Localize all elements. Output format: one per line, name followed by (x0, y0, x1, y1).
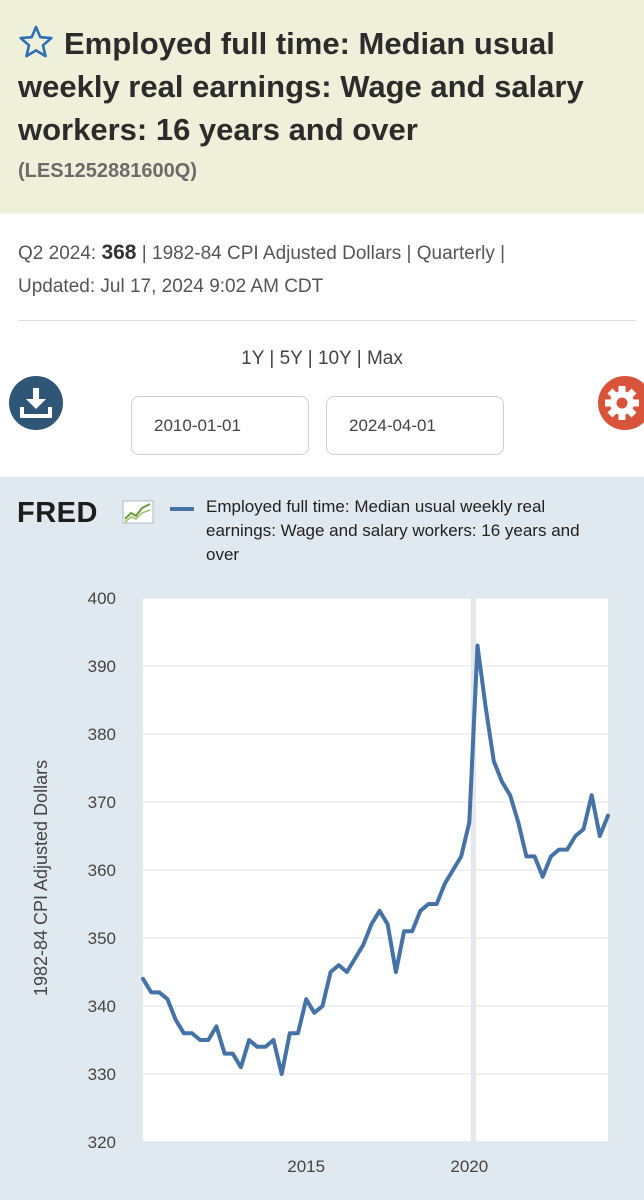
range-max[interactable]: Max (366, 348, 403, 369)
range-selector: 1Y | 5Y | 10Y | Max (241, 348, 403, 369)
updated-label: Updated: (18, 276, 96, 297)
updated-value: Jul 17, 2024 9:02 AM CDT (100, 276, 324, 297)
y-tick-label: 380 (88, 725, 116, 744)
page-title: Employed full time: Median usual weekly … (18, 26, 584, 147)
divider (18, 320, 636, 321)
legend-label: Employed full time: Median usual weekly … (206, 497, 580, 564)
x-tick-label: 2015 (287, 1157, 325, 1176)
period-label: Q2 2024: (18, 243, 97, 264)
download-icon (20, 388, 52, 418)
y-tick-label: 390 (88, 657, 116, 676)
series-id: (LES1252881600Q) (18, 160, 198, 182)
series-line (141, 643, 610, 1076)
range-5y[interactable]: 5Y (279, 348, 303, 369)
x-tick-label: 2020 (450, 1157, 488, 1176)
start-date-input[interactable]: 2010-01-01 (131, 396, 309, 455)
y-tick-label: 400 (88, 589, 116, 608)
range-1y[interactable]: 1Y (241, 348, 265, 369)
settings-button[interactable] (598, 376, 644, 430)
units-frequency: | 1982-84 CPI Adjusted Dollars | Quarter… (141, 243, 506, 264)
latest-value: 368 (101, 241, 137, 264)
fred-logo: FRED (17, 497, 98, 529)
y-tick-label: 370 (88, 793, 116, 812)
fred-chart-icon (122, 500, 154, 524)
legend-swatch (170, 507, 194, 511)
y-tick-label: 340 (88, 997, 116, 1016)
series-meta: Q2 2024: 368 | 1982-84 CPI Adjusted Doll… (18, 236, 628, 303)
star-icon[interactable] (18, 24, 54, 60)
range-10y[interactable]: 10Y (317, 348, 352, 369)
y-tick-label: 320 (88, 1133, 116, 1152)
y-tick-label: 360 (88, 861, 116, 880)
recession-shade (470, 598, 476, 1142)
title-bar (0, 0, 644, 213)
y-axis-label: 1982-84 CPI Adjusted Dollars (31, 760, 51, 996)
line-chart: 320 330 340 350 360 370 380 390 400 2015 2020 1982-… (31, 589, 610, 1176)
end-date-input[interactable]: 2024-04-01 (326, 396, 504, 455)
y-tick-label: 350 (88, 929, 116, 948)
gear-icon (605, 386, 639, 420)
y-tick-label: 330 (88, 1065, 116, 1084)
download-button[interactable] (9, 376, 63, 430)
